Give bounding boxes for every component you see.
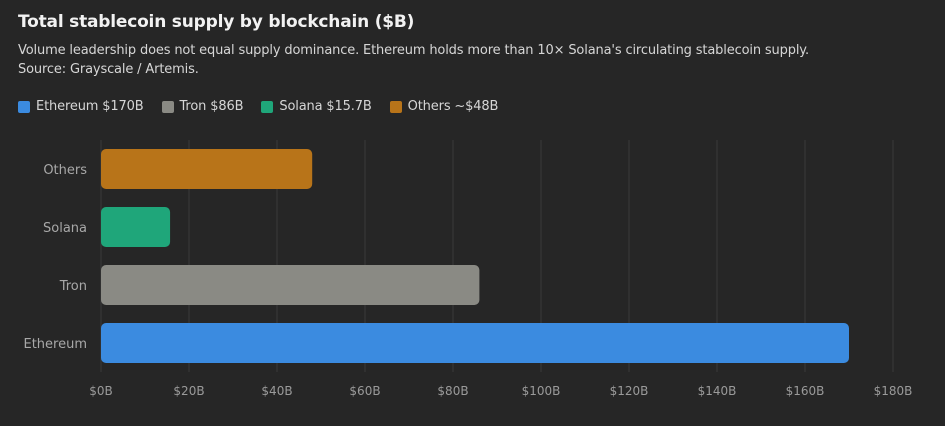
legend-item-solana[interactable]: Solana $15.7B — [261, 99, 372, 114]
chart-title: Total stablecoin supply by blockchain ($… — [18, 12, 415, 32]
bar-others[interactable] — [101, 149, 313, 189]
legend-swatch-solana — [261, 100, 274, 113]
bar-tron[interactable] — [101, 265, 480, 305]
subtitle-source: Source: Grayscale / Artemis. — [18, 62, 199, 77]
x-axis-tick-labels: $0B $20B $40B $60B $80B $100B $120B $140B $160B $… — [89, 384, 912, 398]
category-label-others: Others — [43, 163, 87, 178]
x-tick-label: $180B — [874, 384, 913, 398]
x-tick-label: $0B — [89, 384, 113, 398]
chart-subtitle: Volume leadership does not equal supply … — [18, 41, 928, 79]
x-tick-label: $160B — [786, 384, 825, 398]
legend-swatch-tron — [161, 100, 174, 113]
category-label-solana: Solana — [43, 221, 87, 236]
bar-solana[interactable] — [101, 207, 171, 247]
x-tick-label: $120B — [610, 384, 649, 398]
x-tick-label: $60B — [349, 384, 380, 398]
category-label-ethereum: Ethereum — [23, 337, 87, 352]
legend-item-tron[interactable]: Tron $86B — [161, 99, 244, 114]
legend-label-others: Others ~$48B — [407, 99, 499, 114]
legend-swatch-ethereum — [18, 100, 30, 113]
x-tick-label: $140B — [698, 384, 737, 398]
x-tick-label: $40B — [261, 384, 292, 398]
legend-swatch-others — [389, 100, 402, 113]
subtitle-line-1: Volume leadership does not equal supply … — [18, 43, 809, 58]
legend-label-tron: Tron $86B — [179, 99, 244, 114]
category-labels: Others Solana Tron Ethereum — [23, 163, 87, 352]
x-tick-label: $80B — [437, 384, 468, 398]
legend-item-ethereum[interactable]: Ethereum $170B — [18, 99, 144, 114]
bar-ethereum[interactable] — [101, 323, 849, 363]
bars — [101, 149, 849, 363]
legend-label-ethereum: Ethereum $170B — [36, 99, 144, 114]
x-tick-label: $100B — [522, 384, 561, 398]
legend-label-solana: Solana $15.7B — [279, 99, 372, 114]
legend-item-others[interactable]: Others ~$48B — [389, 99, 499, 114]
chart-legend: Ethereum $170B Tron $86B Solana $15.7B O… — [18, 99, 498, 114]
category-label-tron: Tron — [59, 279, 87, 294]
x-tick-label: $20B — [173, 384, 204, 398]
